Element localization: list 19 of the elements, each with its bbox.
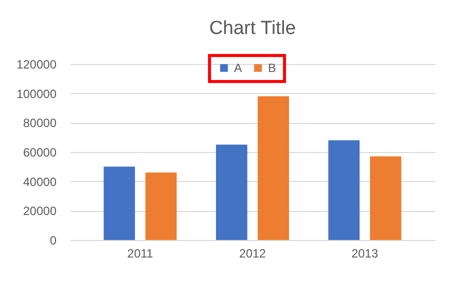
- y-tick-label: 80000: [23, 116, 57, 130]
- y-tick-label: 40000: [23, 174, 57, 189]
- x-tick-label: 2011: [127, 246, 154, 260]
- x-tick-label: 2012: [239, 246, 266, 260]
- y-tick-label: 0: [50, 234, 57, 248]
- legend-label: B: [268, 61, 276, 75]
- y-tick-label: 60000: [23, 146, 57, 160]
- y-tick-label: 120000: [16, 58, 57, 72]
- bar: [104, 166, 135, 240]
- bar: [258, 96, 289, 240]
- x-tick-label: 2013: [351, 246, 378, 260]
- bar: [145, 172, 177, 240]
- bar: [216, 144, 248, 240]
- y-tick-label: 20000: [23, 204, 57, 218]
- chart-title: Chart Title: [209, 18, 296, 39]
- y-tick-label: 100000: [16, 86, 57, 101]
- bar: [328, 140, 360, 240]
- bar: [370, 156, 402, 240]
- legend-label: A: [234, 61, 242, 75]
